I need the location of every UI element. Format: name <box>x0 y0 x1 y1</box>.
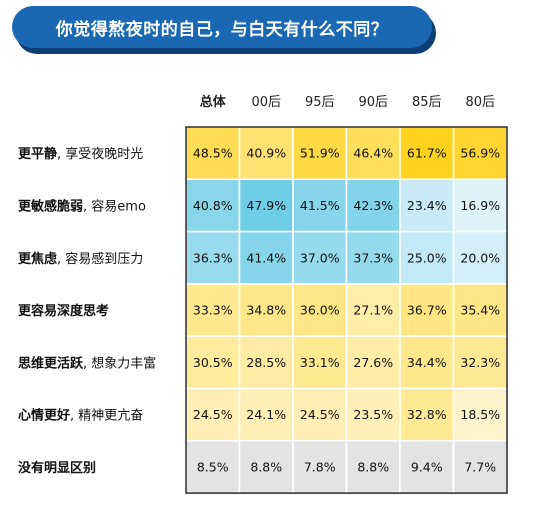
cell-value: 40.9% <box>246 146 286 161</box>
table-cell <box>345 387 401 442</box>
cell-value: 8.8% <box>357 459 389 474</box>
cell-value: 46.4% <box>353 146 393 161</box>
cell-value: 33.3% <box>193 303 233 318</box>
cell-value: 7.8% <box>304 459 336 474</box>
cell-value: 61.7% <box>407 146 447 161</box>
table-cell <box>292 283 348 337</box>
cell-value: 18.5% <box>460 407 500 422</box>
cell-value: 8.5% <box>197 459 229 474</box>
table-cell <box>238 126 294 181</box>
cell-value: 24.5% <box>300 407 340 422</box>
cell-value: 9.4% <box>411 459 443 474</box>
cell-value: 37.0% <box>300 250 340 265</box>
cell-value: 41.5% <box>300 198 340 213</box>
cell-value: 20.0% <box>460 250 500 265</box>
table-cell <box>238 440 294 494</box>
column-header: 总体 <box>200 94 227 110</box>
cell-value: 42.3% <box>353 198 393 213</box>
cell-value: 32.3% <box>460 355 500 370</box>
cell-value: 32.8% <box>407 407 447 422</box>
cell-value: 35.4% <box>460 303 500 318</box>
cell-value: 36.7% <box>407 303 447 318</box>
cell-value: 51.9% <box>300 146 340 161</box>
table-cell <box>345 335 401 390</box>
cell-value: 34.8% <box>246 303 286 318</box>
cell-value: 24.5% <box>193 407 233 422</box>
row-label: 更平静, 享受夜晚时光 <box>18 146 143 162</box>
table-cell <box>345 178 401 233</box>
column-header: 85后 <box>412 95 442 110</box>
row-label: 更敏感脆弱, 容易emo <box>18 198 146 214</box>
table-cell <box>452 440 508 494</box>
table-cell <box>399 178 455 233</box>
cell-value: 28.5% <box>246 355 286 370</box>
cell-value: 40.8% <box>193 198 233 213</box>
cell-value: 27.6% <box>353 355 393 370</box>
cell-value: 34.4% <box>407 355 447 370</box>
table-cell <box>399 440 455 494</box>
cell-value: 36.3% <box>193 250 233 265</box>
cell-value: 36.0% <box>300 303 340 318</box>
table-border <box>185 126 508 494</box>
cell-value: 8.8% <box>250 459 282 474</box>
cell-value: 56.9% <box>460 146 500 161</box>
table-cell <box>399 283 455 337</box>
row-label: 思维更活跃, 想象力丰富 <box>18 355 156 371</box>
table-cell <box>292 387 348 442</box>
cell-value: 24.1% <box>246 407 286 422</box>
table-cell <box>292 440 348 494</box>
title-banner: 你觉得熬夜时的自己，与白天有什么不同？ <box>12 6 442 56</box>
cell-value: 37.3% <box>353 250 393 265</box>
cell-value: 16.9% <box>460 198 500 213</box>
row-label: 更焦虑, 容易感到压力 <box>18 251 143 267</box>
chart-title: 你觉得熬夜时的自己，与白天有什么不同？ <box>12 6 432 48</box>
table-cell <box>185 335 241 390</box>
cell-value: 33.1% <box>300 355 340 370</box>
cell-value: 48.5% <box>193 146 233 161</box>
cell-value: 23.4% <box>407 198 447 213</box>
cell-value: 41.4% <box>246 250 286 265</box>
cell-value: 7.7% <box>464 459 496 474</box>
table-cell <box>292 335 348 390</box>
row-label: 心情更好, 精神更亢奋 <box>18 408 143 424</box>
column-header: 90后 <box>358 95 388 110</box>
table-cell <box>452 387 508 442</box>
cell-value: 27.1% <box>353 303 393 318</box>
cell-value: 23.5% <box>353 407 393 422</box>
column-header: 95后 <box>305 95 335 110</box>
row-label: 没有明显区别 <box>18 460 96 476</box>
cell-value: 25.0% <box>407 250 447 265</box>
column-header: 80后 <box>465 95 495 110</box>
row-label: 更容易深度思考 <box>18 303 109 319</box>
cell-value: 47.9% <box>246 198 286 213</box>
table-cell <box>185 440 241 494</box>
column-header: 00后 <box>251 95 281 110</box>
table-cell <box>238 178 294 233</box>
table-cell <box>399 230 455 285</box>
table-cell <box>452 230 508 285</box>
cell-value: 30.5% <box>193 355 233 370</box>
